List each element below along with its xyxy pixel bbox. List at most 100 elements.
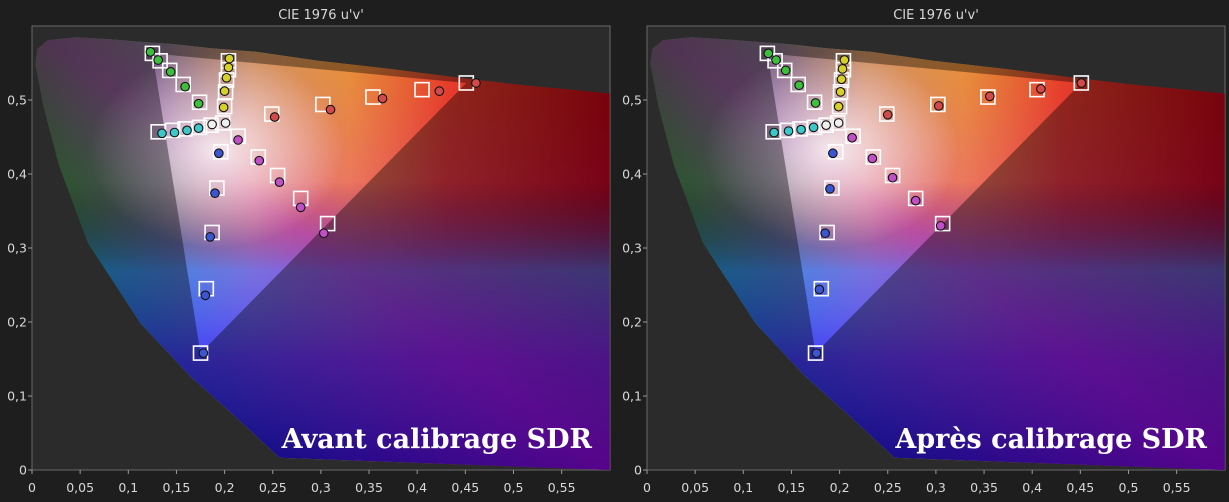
target-square (203, 117, 219, 133)
measured-circle (984, 91, 995, 102)
target-square (806, 119, 823, 136)
x-tick-label: 0,35 (970, 480, 998, 495)
measured-circle (182, 125, 192, 136)
measured-circle (836, 74, 847, 85)
target-square (845, 128, 861, 145)
chart-caption: Après calibrage SDR (894, 424, 1207, 455)
chart-caption: Avant calibrage SDR (281, 424, 593, 455)
target-square (1073, 75, 1090, 91)
measured-points (145, 47, 481, 358)
y-tick-label: 0,2 (7, 315, 27, 330)
x-tick-label: 0,25 (874, 480, 902, 495)
measured-circle (821, 120, 831, 131)
measured-circle (325, 104, 336, 115)
y-tick-label: 0,1 (7, 389, 27, 404)
y-tick-label: 0,3 (7, 241, 27, 256)
measured-circle (825, 183, 835, 194)
target-square (980, 89, 996, 105)
measured-circle (213, 148, 224, 159)
measured-circle (223, 62, 234, 73)
measured-circle (796, 124, 806, 135)
cie-chart-after: CIE 1976 u'v'0 0,05 0,1 0,15 0,2 0,25 0,3 0,35 0… (622, 8, 1226, 495)
measured-circle (233, 135, 243, 145)
x-tick-label: 0,3 (926, 480, 946, 495)
x-tick-label: 0,4 (407, 480, 427, 495)
target-square (807, 345, 824, 361)
y-tick-label: 0,3 (622, 241, 642, 256)
measured-circle (221, 72, 232, 83)
measured-circle (1076, 78, 1087, 88)
y-axis: 0 0,1 0,2 0,3 0,4 0,5 (622, 93, 647, 478)
target-square (831, 98, 848, 115)
x-tick-label: 0,25 (259, 480, 287, 495)
target-square (934, 215, 951, 232)
measured-circle (820, 228, 831, 239)
x-tick-label: 0,05 (681, 480, 709, 495)
measured-circle (935, 220, 946, 231)
y-tick-label: 0 (19, 463, 27, 478)
y-tick-label: 0,1 (622, 389, 642, 404)
target-square (212, 144, 229, 160)
measured-circle (434, 86, 445, 96)
x-tick-label: 0,05 (66, 480, 94, 495)
target-square (315, 96, 331, 113)
chart-title: CIE 1976 u'v' (278, 8, 364, 23)
measured-circle (295, 202, 306, 213)
measured-circle (814, 284, 825, 295)
measured-circle (780, 65, 791, 76)
measured-circle (867, 153, 878, 164)
x-tick-label: 0,45 (1066, 480, 1094, 495)
measured-circle (828, 148, 838, 159)
x-tick-label: 0,1 (118, 480, 138, 495)
x-tick-label: 0,4 (1022, 480, 1042, 495)
target-square (776, 62, 793, 79)
x-tick-label: 0,15 (778, 480, 806, 495)
measured-circle (198, 348, 209, 358)
x-tick-label: 0,3 (311, 480, 331, 495)
measured-circle (193, 98, 204, 109)
measured-circle (180, 81, 190, 92)
measured-circle (205, 232, 216, 242)
measured-circle (153, 55, 164, 65)
target-square (767, 52, 783, 69)
y-tick-label: 0,5 (622, 93, 642, 108)
target-square (819, 224, 835, 241)
measured-circle (210, 188, 220, 199)
measured-circle (882, 109, 893, 120)
chart-title: CIE 1976 u'v' (893, 8, 979, 23)
measured-circle (887, 172, 898, 183)
target-square (191, 94, 208, 111)
y-axis: 0 0,1 0,2 0,3 0,4 0,5 (7, 93, 32, 478)
measured-circle (839, 55, 850, 65)
x-tick-label: 0,55 (1163, 480, 1191, 495)
measured-circle (269, 112, 280, 122)
measured-circle (837, 64, 848, 74)
measured-circle (157, 128, 167, 139)
measured-circle (763, 48, 774, 59)
x-tick-label: 0,1 (733, 480, 753, 495)
measured-circle (254, 155, 265, 166)
target-square (790, 76, 806, 93)
x-tick-label: 0,5 (504, 480, 524, 495)
measured-circle (471, 78, 481, 88)
x-axis: 0 0,05 0,1 0,15 0,2 0,25 0,3 0,35 0,4 0,45 0,5 0,55 (28, 470, 576, 495)
target-square (806, 94, 823, 111)
target-square (779, 122, 796, 139)
y-tick-label: 0,4 (7, 167, 27, 182)
target-square (217, 84, 234, 100)
target-square (824, 180, 840, 196)
target-square (878, 106, 895, 122)
measured-circle (207, 119, 217, 130)
measured-circle (810, 98, 821, 108)
y-tick-label: 0,2 (622, 315, 642, 330)
measured-circle (808, 122, 819, 133)
target-square (832, 84, 849, 100)
measured-circle (794, 80, 805, 91)
measured-points (763, 48, 1087, 358)
measured-circle (169, 127, 180, 138)
target-square (865, 149, 882, 165)
measured-circle (933, 101, 944, 111)
measured-circle (145, 47, 156, 57)
target-square (263, 106, 280, 122)
